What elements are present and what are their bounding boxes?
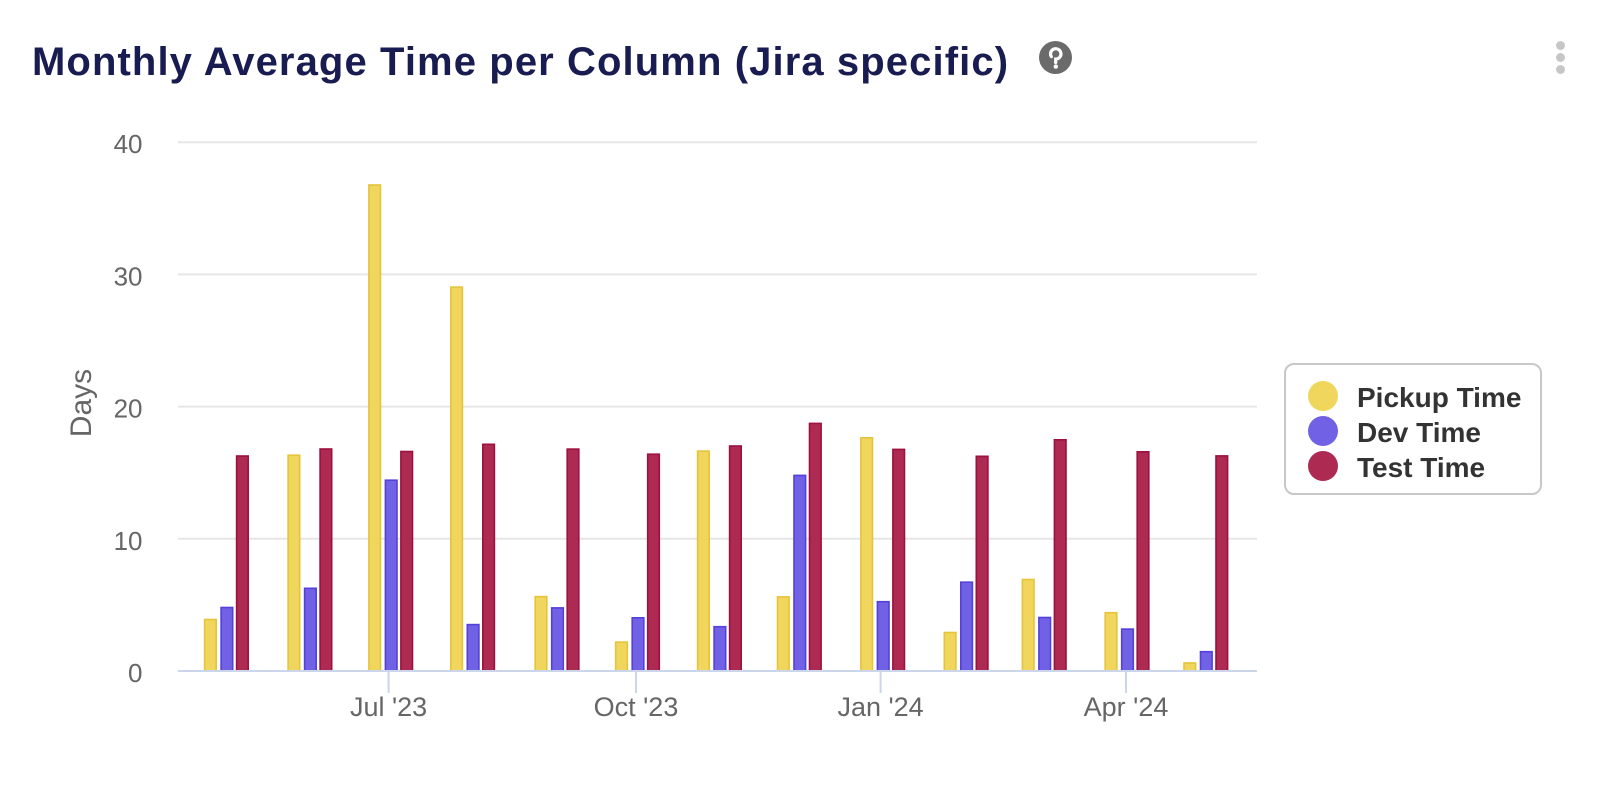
- svg-text:Apr '24: Apr '24: [1084, 692, 1169, 722]
- svg-text:10: 10: [114, 526, 143, 556]
- svg-text:40: 40: [114, 129, 143, 159]
- svg-text:Oct '23: Oct '23: [594, 692, 679, 722]
- svg-text:Jan '24: Jan '24: [837, 692, 923, 722]
- svg-text:Jul '23: Jul '23: [350, 692, 427, 722]
- svg-text:30: 30: [114, 261, 143, 291]
- svg-text:Days: Days: [65, 369, 98, 437]
- svg-text:20: 20: [114, 394, 143, 424]
- svg-text:0: 0: [128, 658, 142, 688]
